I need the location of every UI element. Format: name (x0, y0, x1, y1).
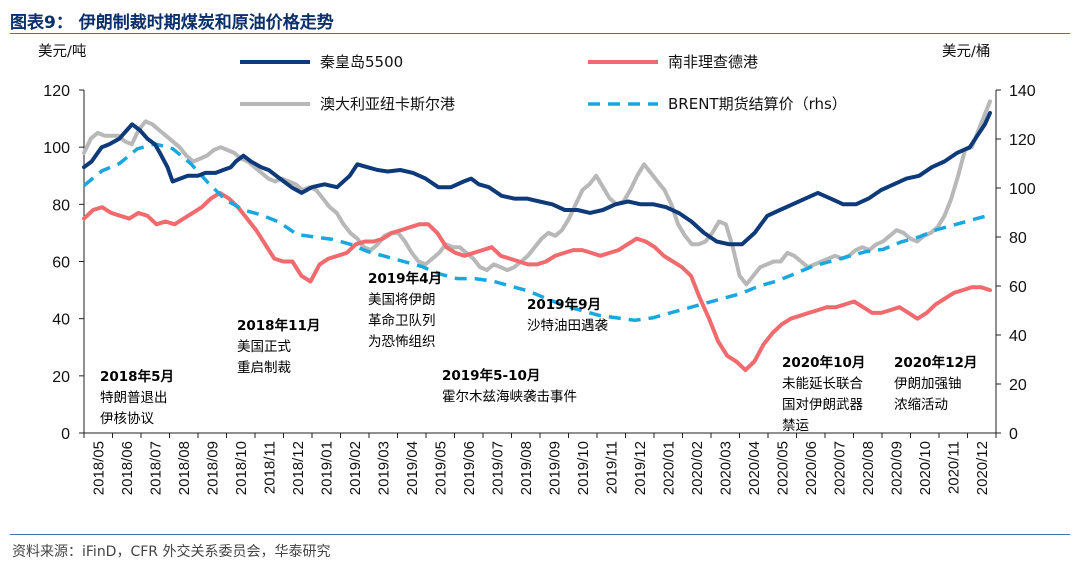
annotation-title: 2019年5-10月 (442, 367, 540, 384)
series-line-brent (82, 142, 991, 323)
x-tick-label: 2020/08 (860, 441, 877, 495)
annotation-text: 未能延长联合 (782, 376, 863, 392)
x-tick-label: 2018/11 (261, 441, 278, 494)
x-tick-label: 2020/10 (917, 441, 934, 495)
x-tick-label: 2019/03 (375, 441, 392, 495)
source-note: 资料来源：iFinD，CFR 外交关系委员会，华泰研究 (12, 544, 331, 560)
annotation-text: 美国将伊朗 (368, 292, 436, 308)
left-tick-label: 120 (43, 83, 70, 100)
x-tick-label: 2018/07 (147, 441, 164, 495)
legend-label-qinhuangdao: 秦皇岛5500 (320, 53, 403, 71)
annotation-text: 沙特油田遇袭 (527, 318, 608, 334)
annotation-text: 伊核协议 (100, 411, 154, 427)
figure-title: 图表9： 伊朗制裁时期煤炭和原油价格走势 (10, 13, 334, 33)
x-tick-label: 2019/10 (575, 441, 592, 495)
left-tick-label: 60 (52, 255, 70, 272)
legend-label-richards-bay: 南非理查德港 (668, 53, 758, 71)
left-tick-label: 100 (43, 140, 70, 157)
left-tick-label: 20 (52, 369, 70, 386)
annotation-title: 2019年4月 (368, 270, 442, 287)
right-tick-label: 100 (1009, 181, 1036, 198)
annotation-text: 国对伊朗武器 (782, 397, 863, 413)
annotation-title: 2020年10月 (782, 354, 865, 371)
x-tick-label: 2019/05 (432, 441, 449, 495)
series-line-qinhuangdao (82, 110, 992, 247)
x-tick-label: 2019/04 (404, 441, 421, 495)
annotation-text: 美国正式 (237, 339, 291, 355)
x-tick-label: 2019/06 (461, 441, 478, 495)
x-tick-label: 2019/12 (632, 441, 649, 495)
left-axis-unit: 美元/吨 (38, 43, 86, 60)
left-tick-label: 40 (52, 312, 70, 329)
x-tick-label: 2020/05 (774, 441, 791, 495)
right-tick-label: 80 (1009, 230, 1027, 247)
x-tick-label: 2018/08 (176, 441, 193, 495)
annotation-text: 浓缩活动 (894, 397, 948, 413)
annotation-text: 霍尔木兹海峡袭击事件 (442, 389, 577, 405)
series-line-richards-bay (82, 190, 992, 373)
annotation-text: 禁运 (782, 418, 810, 434)
x-tick-label: 2020/11 (945, 441, 962, 494)
x-tick-label: 2020/02 (689, 441, 706, 495)
left-tick-label: 80 (52, 197, 70, 214)
x-tick-label: 2019/02 (347, 441, 364, 495)
source-rule (10, 534, 1070, 535)
right-tick-label: 140 (1009, 83, 1036, 100)
annotation-text: 为恐怖组织 (368, 333, 436, 350)
right-tick-label: 20 (1009, 377, 1027, 394)
x-tick-label: 2018/05 (90, 441, 107, 495)
x-tick-label: 2019/08 (518, 441, 535, 495)
left-tick-label: 0 (61, 426, 70, 443)
x-tick-label: 2020/04 (746, 441, 763, 495)
right-tick-label: 120 (1009, 132, 1036, 149)
x-tick-label: 2020/03 (717, 441, 734, 495)
annotation-title: 2019年9月 (527, 296, 601, 313)
legend-label-brent: BRENT期货结算价（rhs） (668, 95, 847, 113)
annotation-title: 2020年12月 (894, 354, 977, 371)
annotation-text: 革命卫队列 (368, 312, 436, 329)
x-tick-label: 2018/09 (204, 441, 221, 495)
legend-label-newcastle: 澳大利亚纽卡斯尔港 (320, 95, 455, 113)
x-tick-label: 2020/12 (974, 441, 991, 495)
x-tick-label: 2018/06 (119, 441, 136, 495)
right-tick-label: 40 (1009, 328, 1027, 345)
right-tick-label: 60 (1009, 279, 1027, 296)
x-tick-label: 2020/09 (888, 441, 905, 495)
title-rule (10, 33, 1070, 34)
right-tick-label: 0 (1009, 426, 1018, 443)
x-tick-label: 2018/12 (290, 441, 307, 495)
annotation-title: 2018年5月 (100, 368, 174, 385)
x-tick-label: 2019/11 (603, 441, 620, 494)
annotation-text: 重启制裁 (237, 360, 291, 376)
x-tick-label: 2019/09 (546, 441, 563, 495)
right-axis-unit: 美元/桶 (942, 43, 990, 60)
annotation-title: 2018年11月 (237, 317, 320, 334)
annotation-text: 伊朗加强铀 (894, 376, 962, 392)
annotation-text: 特朗普退出 (100, 390, 168, 406)
x-tick-label: 2019/07 (489, 441, 506, 495)
x-tick-label: 2018/10 (233, 441, 250, 495)
x-tick-label: 2020/06 (803, 441, 820, 495)
x-tick-label: 2020/07 (831, 441, 848, 495)
x-tick-label: 2019/01 (318, 441, 335, 495)
x-tick-label: 2020/01 (660, 441, 677, 495)
